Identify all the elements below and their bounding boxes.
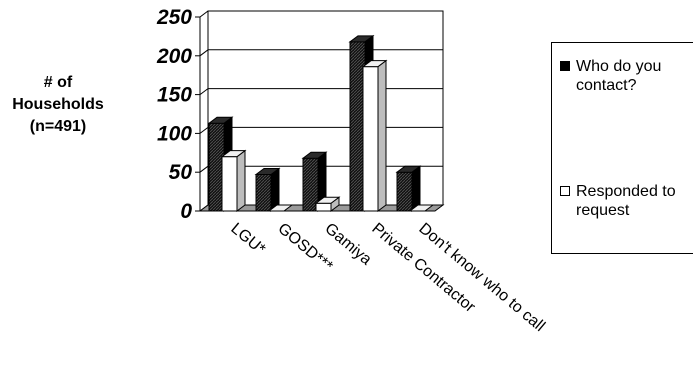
y-tick-label: 150 [157, 84, 192, 107]
bar-top [408, 204, 435, 212]
y-tick-labels: 0 50 100 150 200 250 [156, 6, 200, 223]
gridline-side [199, 49, 209, 57]
gridline-side [199, 88, 209, 95]
legend-swatch-responded [560, 186, 570, 196]
gridline-side [199, 10, 209, 18]
gridline-side [199, 127, 209, 134]
bar-top [267, 204, 294, 212]
y-tick-label: 250 [156, 6, 192, 29]
chart-legend: Who do you contact? Responded to request [551, 42, 693, 254]
bar-top [395, 165, 422, 173]
bar [254, 167, 281, 212]
bar [395, 165, 422, 212]
y-tick-label: 0 [180, 200, 192, 223]
bar-front [362, 66, 379, 212]
bar [267, 204, 294, 212]
bar-side [377, 59, 387, 212]
x-tick-label: LGU* [227, 220, 268, 258]
chart-bars [207, 34, 435, 212]
bar-top [254, 168, 281, 176]
bar-top [314, 196, 341, 204]
legend-swatch-contact [560, 61, 570, 71]
y-axis-label-line-2: Households [12, 96, 104, 113]
bar [408, 204, 435, 212]
bar-front [315, 202, 332, 212]
gridline-side [199, 165, 209, 173]
bar-side [411, 165, 421, 212]
y-tick-label: 100 [157, 122, 192, 145]
bar [314, 196, 341, 212]
bar-top [220, 150, 247, 158]
bar [301, 151, 328, 212]
bar-front [255, 174, 272, 212]
y-tick-label: 200 [156, 45, 192, 68]
legend-label-responded: Responded to request [576, 183, 676, 219]
bar-top [361, 60, 388, 68]
bar-front [396, 171, 413, 212]
bar-top [207, 116, 234, 124]
bar-front [221, 156, 238, 212]
y-tick-label: 50 [169, 161, 193, 184]
bar-side [236, 149, 246, 212]
y-axis-label-line-1: # of [43, 74, 73, 91]
legend-label-contact: Who do you contact? [576, 58, 662, 94]
bar-top [348, 35, 375, 43]
y-axis-label: # of Households (n=491) [8, 72, 108, 138]
y-axis-label-line-3: (n=491) [29, 118, 87, 135]
bar-top [301, 151, 328, 159]
bar [361, 59, 388, 212]
bar [220, 149, 247, 212]
